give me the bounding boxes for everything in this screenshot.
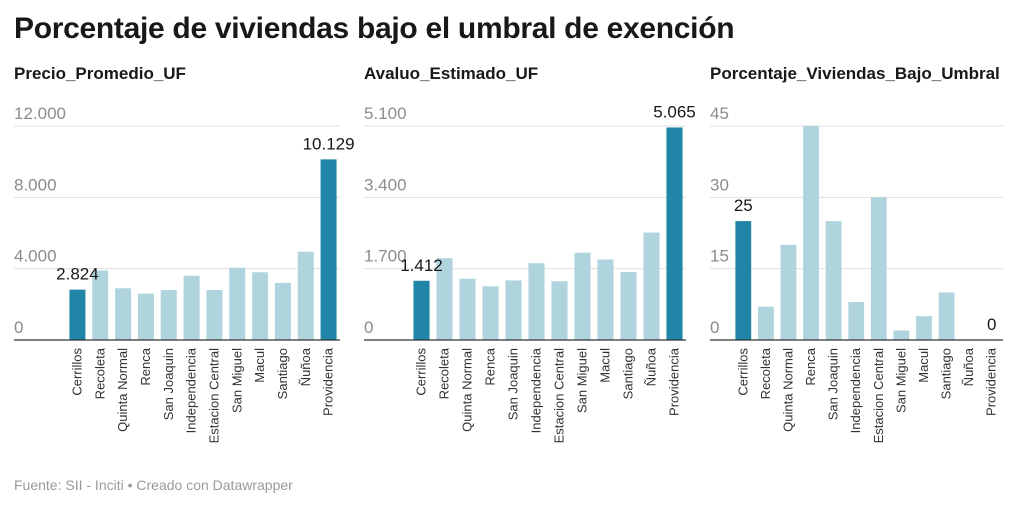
bar-san-joaquin [825,221,842,340]
chart-panel-porcentaje-viviendas: Porcentaje_Viviendas_Bajo_Umbral 0 15 30 45… [710,60,1024,460]
category-label-nunoa: Ñuñoa [644,347,659,386]
bar-renca [803,126,819,340]
category-label-providencia: Providencia [321,347,336,416]
bar-cerrillos [69,289,86,340]
y-tick-label: 30 [710,175,729,194]
bar-providencia [666,127,683,340]
category-label-san-joaquin: San Joaquin [826,348,841,420]
category-label-san-miguel: San Miguel [575,348,590,413]
chart-panel-precio-promedio: Precio_Promedio_UF 0 4.000 8.000 12.000 Cerr… [14,60,355,460]
category-label-renca: Renca [803,347,818,385]
category-label-san-miguel: San Miguel [893,348,908,413]
category-label-san-joaquin: San Joaquin [161,348,176,420]
category-label-cerrillos: Cerrillos [735,348,750,396]
bar-san-miguel [229,267,246,340]
bar-recoleta [436,258,453,340]
category-label-recoleta: Recoleta [437,347,452,399]
y-tick-label: 5.100 [364,104,407,123]
bar-chart-precio-promedio: 0 4.000 8.000 12.000 Cerrillos Recoleta Quinta… [14,104,355,443]
y-tick-label: 8.000 [14,175,57,194]
category-label-estacion-central: Estacion Central [552,348,567,443]
category-label-independencia: Independencia [848,347,863,433]
bar-independencia [183,275,200,340]
category-label-estacion-central: Estacion Central [871,348,886,443]
bar-quinta-normal [780,244,797,340]
bar-providencia [320,159,337,340]
bar-estacion-central [551,281,568,340]
category-label-independencia: Independencia [184,347,199,433]
bar-chart-porcentaje-viviendas: 0 15 30 45 Cerrillos Recoleta Quinta Normal Ren… [710,104,1003,443]
category-label-macul: Macul [916,348,931,383]
data-label-providencia: 10.129 [303,134,355,153]
source-footer: Fuente: SII - Inciti • Creado con Datawr… [14,477,293,493]
category-label-recoleta: Recoleta [92,347,107,399]
category-label-nunoa: Ñuñoa [961,347,976,386]
category-label-providencia: Providencia [667,347,682,416]
bar-estacion-central [870,197,887,340]
panel-title: Precio_Promedio_UF [14,64,186,83]
category-label-quinta-normal: Quinta Normal [115,348,130,432]
bar-santiago [620,272,637,340]
category-label-renca: Renca [483,347,498,385]
category-label-quinta-normal: Quinta Normal [460,348,475,432]
bar-santiago [274,282,291,340]
bar-chart-avaluo-estimado: 0 1.700 3.400 5.100 Cerrillos Recoleta Quinta … [364,102,696,443]
category-label-santiago: Santiago [939,348,954,399]
category-label-cerrillos: Cerrillos [414,348,429,396]
category-label-providencia: Providencia [984,347,999,416]
bar-recoleta [757,306,774,340]
bar-cerrillos [735,221,752,340]
category-label-macul: Macul [598,348,613,383]
category-label-san-joaquin: San Joaquin [506,348,521,420]
category-label-santiago: Santiago [275,348,290,399]
y-tick-label: 4.000 [14,247,57,266]
data-label-providencia: 5.065 [653,102,696,121]
category-label-renca: Renca [138,347,153,385]
data-label-cerrillos: 2.824 [56,265,99,284]
bar-quinta-normal [115,288,132,340]
y-tick-label: 0 [14,318,23,337]
bar-santiago [938,292,955,340]
data-label-cerrillos: 1.412 [400,256,443,275]
y-tick-label: 45 [710,104,729,123]
bar-recoleta [92,270,109,340]
y-tick-label: 1.700 [364,247,407,266]
bar-nunoa [643,232,660,340]
bar-san-joaquin [505,280,522,340]
category-label-recoleta: Recoleta [758,347,773,399]
chart-title: Porcentaje de viviendas bajo el umbral d… [14,12,735,45]
category-label-independencia: Independencia [529,347,544,433]
bar-nunoa [297,251,314,340]
y-tick-label: 3.400 [364,175,407,194]
category-label-nunoa: Ñuñoa [298,347,313,386]
y-tick-label: 12.000 [14,104,66,123]
bar-san-miguel [574,252,591,340]
y-tick-label: 0 [710,318,719,337]
bar-san-miguel [893,330,910,340]
bar-cerrillos [413,280,430,340]
bar-independencia [528,263,545,340]
bar-san-joaquin [160,290,177,340]
category-label-quinta-normal: Quinta Normal [780,348,795,432]
category-label-macul: Macul [252,348,267,383]
chart-panel-avaluo-estimado: Avaluo_Estimado_UF 0 1.700 3.400 5.100 Cerri… [364,60,696,460]
category-label-santiago: Santiago [621,348,636,399]
data-label-providencia: 0 [987,315,996,334]
bar-macul [597,259,614,340]
data-label-cerrillos: 25 [734,196,753,215]
panel-title: Porcentaje_Viviendas_Bajo_Umbral [710,64,1000,83]
category-label-cerrillos: Cerrillos [69,348,84,396]
bar-renca [137,293,154,340]
panel-title: Avaluo_Estimado_UF [364,64,539,83]
y-tick-label: 0 [364,318,373,337]
bar-renca [482,286,499,340]
bar-macul [916,316,932,340]
bar-macul [252,272,269,340]
y-tick-label: 15 [710,247,729,266]
bar-estacion-central [206,290,223,340]
bar-independencia [848,301,865,340]
category-label-estacion-central: Estacion Central [206,348,221,443]
bar-quinta-normal [459,278,476,340]
category-label-san-miguel: San Miguel [229,348,244,413]
